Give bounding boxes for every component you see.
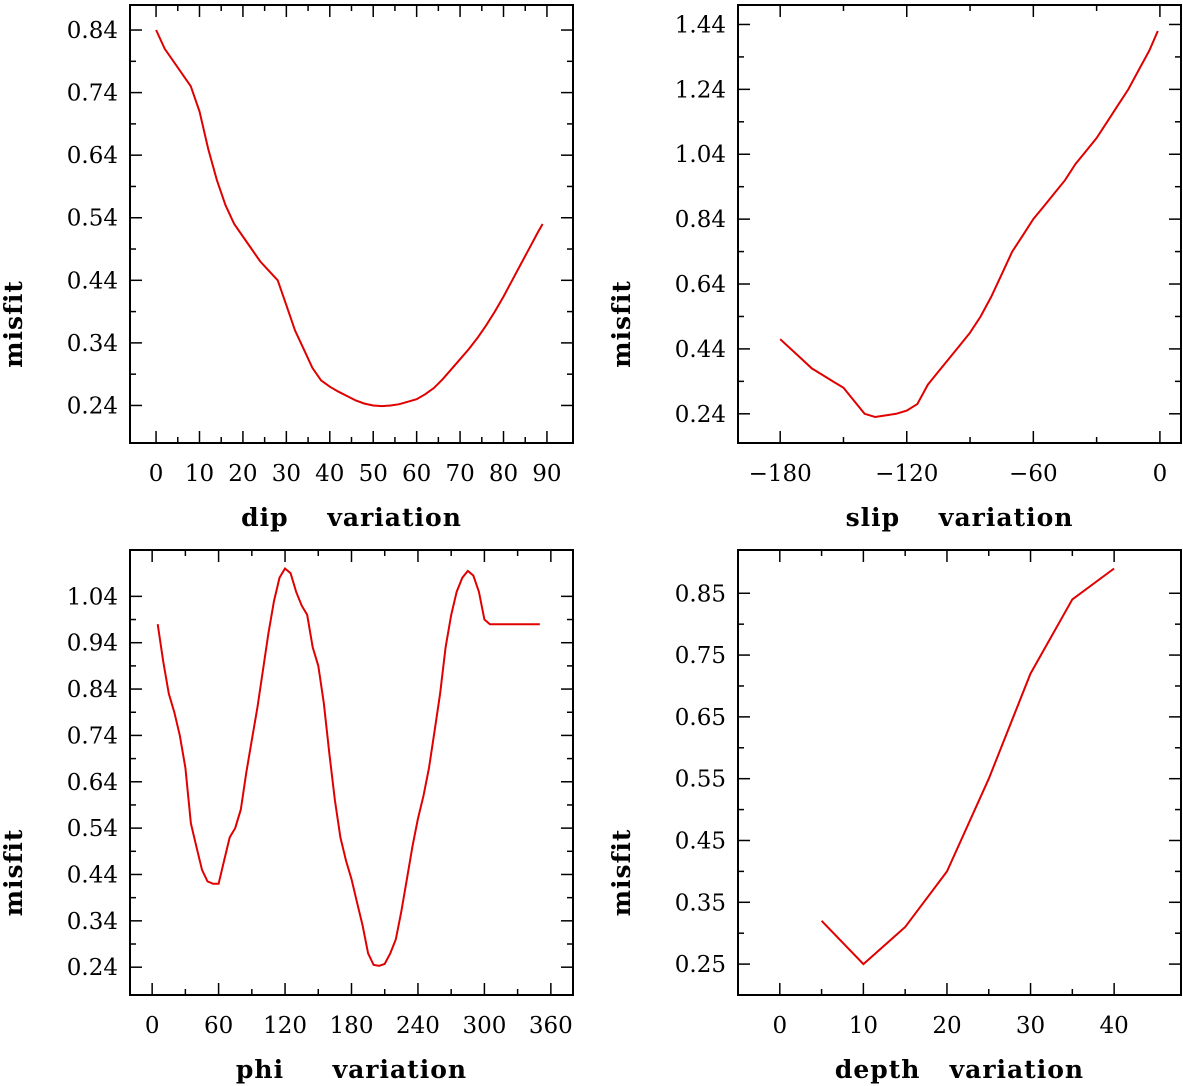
x-tick-label: −180 — [749, 461, 812, 487]
y-tick-label: 0.65 — [675, 705, 726, 731]
x-tick-label: 50 — [359, 461, 388, 487]
y-tick-label: 0.54 — [67, 816, 118, 842]
x-tick-label: 0 — [145, 1013, 160, 1039]
y-tick-label: 0.74 — [67, 81, 118, 107]
y-tick-label: 0.64 — [67, 770, 118, 796]
x-tick-label: 240 — [396, 1013, 440, 1039]
plot-frame — [129, 4, 574, 444]
x-tick-label: 40 — [1099, 1013, 1128, 1039]
x-axis-label: dip variation — [241, 503, 462, 532]
plot-frame — [129, 549, 574, 996]
y-axis-label: misfit — [0, 280, 28, 368]
x-axis-label: slip variation — [846, 503, 1074, 532]
misfit-series-line — [155, 29, 544, 408]
x-tick-label: 10 — [185, 461, 214, 487]
x-tick-label: 70 — [445, 461, 474, 487]
x-tick-label: 30 — [1016, 1013, 1045, 1039]
y-axis-label: misfit — [607, 280, 636, 368]
y-tick-label: 0.44 — [675, 337, 726, 363]
y-tick-label: 0.75 — [675, 643, 726, 669]
plot-frame — [737, 549, 1182, 996]
dip-variation-chart: 0.24 0.34 0.44 0.54 0.64 0.74 0.84 0 10 20 30 40 50 6… — [0, 4, 574, 532]
x-tick-label: 40 — [315, 461, 344, 487]
y-tick-label: 0.64 — [67, 143, 118, 169]
x-tick-label: 120 — [263, 1013, 307, 1039]
slip-variation-chart: 0.24 0.44 0.64 0.84 1.04 1.24 1.44 −180 −120 −60 0… — [607, 4, 1182, 532]
y-tick-label: 0.64 — [675, 272, 726, 298]
y-axis-label: misfit — [0, 829, 28, 917]
y-tick-label: 0.74 — [67, 723, 118, 749]
x-tick-label: −60 — [1009, 461, 1058, 487]
x-tick-label: 60 — [204, 1013, 233, 1039]
phi-variation-chart: 0.24 0.34 0.44 0.54 0.64 0.74 0.84 0.94 1.04 0 60 1… — [0, 549, 574, 1084]
x-tick-label: 0 — [149, 461, 164, 487]
y-tick-label: 0.94 — [67, 631, 118, 657]
misfit-series-line — [156, 566, 540, 967]
y-tick-label: 0.24 — [675, 402, 726, 428]
x-tick-label: 300 — [462, 1013, 506, 1039]
x-tick-label: 10 — [849, 1013, 878, 1039]
x-tick-label: 30 — [272, 461, 301, 487]
y-tick-label: 0.84 — [67, 18, 118, 44]
y-tick-label: 0.44 — [67, 862, 118, 888]
x-tick-label: 20 — [228, 461, 257, 487]
x-tick-label: 90 — [532, 461, 561, 487]
x-tick-label: 360 — [529, 1013, 573, 1039]
y-tick-label: 0.24 — [67, 955, 118, 981]
y-tick-label: 0.45 — [675, 828, 726, 854]
y-tick-label: 1.44 — [675, 12, 726, 38]
y-tick-label: 0.54 — [67, 206, 118, 232]
plot-frame — [737, 4, 1182, 444]
y-tick-label: 0.44 — [67, 268, 118, 294]
y-tick-label: 0.84 — [67, 677, 118, 703]
y-tick-label: 0.25 — [675, 952, 726, 978]
misfit-series-line — [820, 567, 1115, 966]
x-axis-label: depth variation — [835, 1055, 1084, 1084]
y-tick-label: 0.24 — [67, 393, 118, 419]
x-tick-label: 0 — [772, 1013, 787, 1039]
y-tick-label: 1.04 — [675, 142, 726, 168]
depth-variation-chart: 0.25 0.35 0.45 0.55 0.65 0.75 0.85 0 10 20 30 40 dep… — [607, 549, 1182, 1084]
x-tick-label: 20 — [932, 1013, 961, 1039]
y-tick-label: 0.85 — [675, 581, 726, 607]
y-tick-label: 0.55 — [675, 767, 726, 793]
y-tick-label: 0.84 — [675, 207, 726, 233]
x-axis-label: phi variation — [236, 1055, 467, 1084]
y-tick-label: 0.34 — [67, 331, 118, 357]
y-tick-label: 1.04 — [67, 584, 118, 610]
x-tick-label: −120 — [875, 461, 938, 487]
y-axis-label: misfit — [607, 829, 636, 917]
y-tick-label: 0.34 — [67, 909, 118, 935]
misfit-series-line — [779, 30, 1159, 419]
x-tick-label: 180 — [330, 1013, 374, 1039]
y-tick-label: 0.35 — [675, 890, 726, 916]
x-tick-label: 60 — [402, 461, 431, 487]
x-tick-label: 80 — [489, 461, 518, 487]
x-tick-label: 0 — [1153, 461, 1168, 487]
y-tick-label: 1.24 — [675, 77, 726, 103]
